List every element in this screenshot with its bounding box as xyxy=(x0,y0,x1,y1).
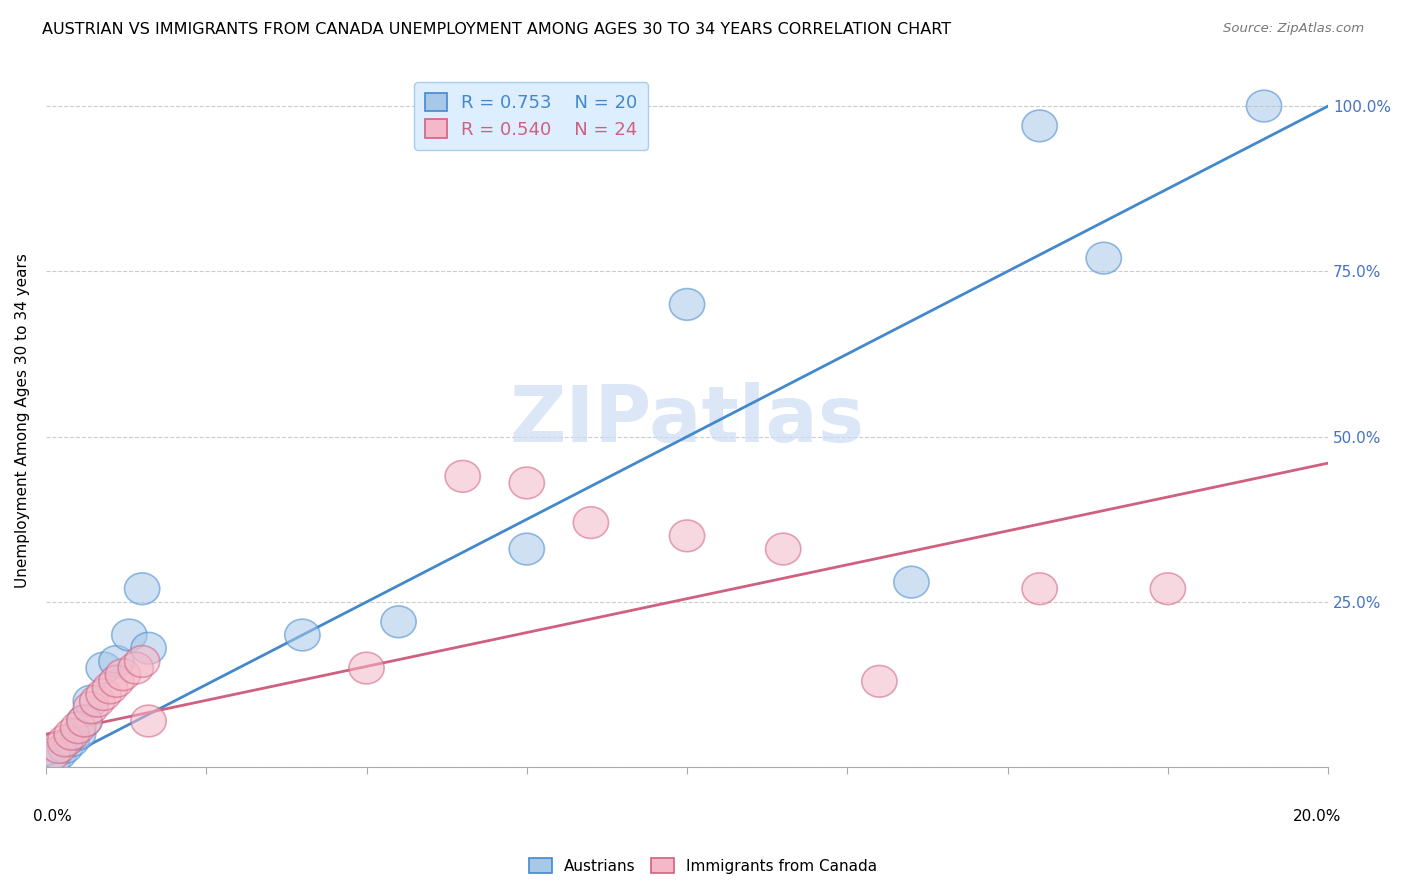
Text: AUSTRIAN VS IMMIGRANTS FROM CANADA UNEMPLOYMENT AMONG AGES 30 TO 34 YEARS CORREL: AUSTRIAN VS IMMIGRANTS FROM CANADA UNEMP… xyxy=(42,22,952,37)
Ellipse shape xyxy=(1150,573,1185,605)
Ellipse shape xyxy=(446,460,481,492)
Ellipse shape xyxy=(35,739,70,770)
Ellipse shape xyxy=(1246,90,1282,122)
Text: Source: ZipAtlas.com: Source: ZipAtlas.com xyxy=(1223,22,1364,36)
Ellipse shape xyxy=(67,705,103,737)
Ellipse shape xyxy=(53,718,89,750)
Ellipse shape xyxy=(86,652,121,684)
Ellipse shape xyxy=(86,679,121,710)
Legend: R = 0.753    N = 20, R = 0.540    N = 24: R = 0.753 N = 20, R = 0.540 N = 24 xyxy=(413,82,648,150)
Text: 20.0%: 20.0% xyxy=(1292,809,1341,824)
Ellipse shape xyxy=(73,685,108,717)
Ellipse shape xyxy=(48,731,83,764)
Ellipse shape xyxy=(1022,573,1057,605)
Ellipse shape xyxy=(125,646,160,677)
Ellipse shape xyxy=(349,652,384,684)
Ellipse shape xyxy=(1022,110,1057,142)
Ellipse shape xyxy=(60,718,96,750)
Ellipse shape xyxy=(41,731,76,764)
Ellipse shape xyxy=(48,725,83,756)
Ellipse shape xyxy=(131,705,166,737)
Ellipse shape xyxy=(381,606,416,638)
Ellipse shape xyxy=(93,672,128,704)
Ellipse shape xyxy=(73,692,108,723)
Ellipse shape xyxy=(509,467,544,499)
Ellipse shape xyxy=(766,533,801,565)
Ellipse shape xyxy=(105,659,141,690)
Ellipse shape xyxy=(111,619,148,651)
Text: ZIPatlas: ZIPatlas xyxy=(509,382,865,458)
Text: 0.0%: 0.0% xyxy=(34,809,72,824)
Ellipse shape xyxy=(41,739,76,770)
Ellipse shape xyxy=(125,573,160,605)
Ellipse shape xyxy=(509,533,544,565)
Ellipse shape xyxy=(53,725,89,756)
Ellipse shape xyxy=(574,507,609,539)
Ellipse shape xyxy=(285,619,321,651)
Y-axis label: Unemployment Among Ages 30 to 34 years: Unemployment Among Ages 30 to 34 years xyxy=(15,252,30,588)
Legend: Austrians, Immigrants from Canada: Austrians, Immigrants from Canada xyxy=(523,852,883,880)
Ellipse shape xyxy=(98,646,134,677)
Ellipse shape xyxy=(118,652,153,684)
Ellipse shape xyxy=(669,288,704,320)
Ellipse shape xyxy=(67,705,103,737)
Ellipse shape xyxy=(131,632,166,665)
Ellipse shape xyxy=(98,665,134,698)
Ellipse shape xyxy=(80,685,115,717)
Ellipse shape xyxy=(1085,243,1122,274)
Ellipse shape xyxy=(669,520,704,552)
Ellipse shape xyxy=(894,566,929,598)
Ellipse shape xyxy=(35,745,70,777)
Ellipse shape xyxy=(60,712,96,743)
Ellipse shape xyxy=(862,665,897,698)
